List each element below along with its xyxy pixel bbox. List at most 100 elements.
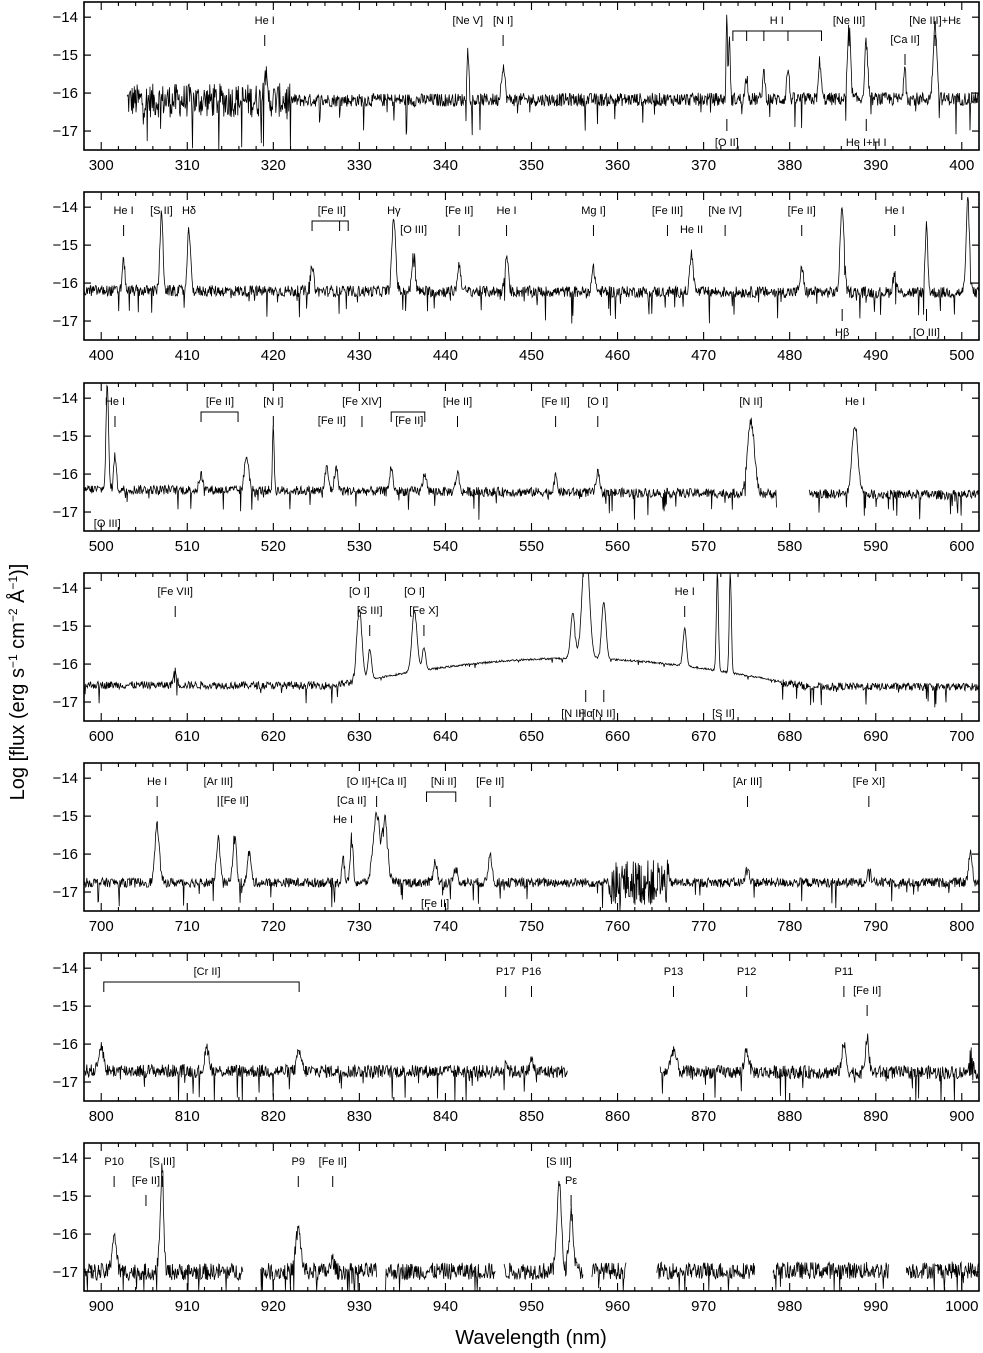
line-id-label: [Ca II] — [890, 34, 919, 46]
line-id-label: [S III] — [357, 605, 383, 617]
line-id-label: [Ar III] — [733, 776, 762, 788]
line-id-label: P16 — [522, 966, 542, 978]
line-id-label: He I+H I — [846, 137, 887, 149]
line-id-label: P11 — [835, 966, 854, 978]
line-id-label: [Ar III] — [204, 776, 233, 788]
line-id-label: [Fe II] — [476, 776, 504, 788]
x-tick-label: 890 — [863, 1108, 888, 1125]
y-tick-label: −17 — [53, 313, 78, 330]
x-tick-label: 750 — [519, 918, 544, 935]
line-id-label: He I — [885, 205, 905, 217]
x-tick-label: 390 — [863, 157, 888, 174]
x-tick-label: 410 — [175, 347, 200, 364]
x-tick-label: 360 — [605, 157, 630, 174]
line-id-label: [O III] — [94, 518, 121, 530]
line-id-label: P9 — [292, 1156, 305, 1168]
line-id-label: Hβ — [835, 327, 849, 339]
x-tick-label: 710 — [175, 918, 200, 935]
line-id-label: [Fe XIV] — [342, 396, 382, 408]
panel-6: −14 −15 −16 −17 800 810 820 830 840 850 860 870 880 8… — [53, 952, 980, 1125]
x-tick-label: 920 — [261, 1298, 286, 1315]
multiplet-bracket — [311, 220, 349, 231]
line-id-label: [O I] — [587, 396, 608, 408]
spectrum-trace — [83, 197, 980, 324]
x-tick-label: 720 — [261, 918, 286, 935]
line-id-label: He I — [113, 205, 133, 217]
x-tick-label: 760 — [605, 918, 630, 935]
y-tick-label: −17 — [53, 884, 78, 901]
y-tick-label: −16 — [53, 656, 78, 673]
y-tick-label: −14 — [53, 960, 78, 977]
x-tick-label: 560 — [605, 538, 630, 555]
x-tick-label: 880 — [777, 1108, 802, 1125]
x-tick-label: 490 — [863, 347, 888, 364]
multiplet-bracket — [390, 411, 426, 422]
multiplet-bracket — [200, 411, 239, 422]
x-tick-label: 950 — [519, 1298, 544, 1315]
x-tick-label: 1000 — [945, 1298, 978, 1315]
y-tick-label: −15 — [53, 237, 78, 254]
line-id-label: [Fe II] — [445, 205, 473, 217]
y-axis-title: Log [flux (erg s−1 cm−2 Å−1)] — [6, 564, 29, 801]
x-tick-label: 460 — [605, 347, 630, 364]
y-tick-label: −17 — [53, 694, 78, 711]
x-tick-label: 680 — [777, 728, 802, 745]
x-tick-label: 790 — [863, 918, 888, 935]
line-id-label: He I — [147, 776, 167, 788]
y-tick-label: −17 — [53, 1074, 78, 1091]
x-tick-label: 810 — [175, 1108, 200, 1125]
x-tick-label: 830 — [347, 1108, 372, 1125]
line-id-label: [Fe II] — [788, 205, 816, 217]
panel-frame — [83, 572, 980, 722]
panel-4: −14 −15 −16 −17 600 610 620 630 640 650 660 670 680 6… — [53, 572, 980, 745]
line-id-label: [O III] — [400, 224, 427, 236]
x-tick-label: 870 — [691, 1108, 716, 1125]
line-id-label: Hγ — [387, 205, 401, 217]
x-tick-label: 420 — [261, 347, 286, 364]
line-id-label: Hδ — [182, 205, 196, 217]
line-id-label: P13 — [664, 966, 684, 978]
x-tick-label: 480 — [777, 347, 802, 364]
x-tick-label: 570 — [691, 538, 716, 555]
x-tick-label: 980 — [777, 1298, 802, 1315]
x-tick-label: 990 — [863, 1298, 888, 1315]
panel-2: −14 −15 −16 −17 400 410 420 430 440 450 460 470 480 4… — [53, 191, 980, 364]
line-id-label: [Fe II] — [318, 415, 346, 427]
line-id-label: [Fe XI] — [853, 776, 885, 788]
line-id-label: [Cr II] — [194, 966, 221, 978]
x-tick-label: 600 — [89, 728, 114, 745]
y-tick-label: −14 — [53, 390, 78, 407]
x-tick-label: 910 — [175, 1298, 200, 1315]
x-tick-label: 400 — [89, 347, 114, 364]
line-id-label: [N II] — [739, 396, 762, 408]
line-id-label: Pε — [565, 1175, 577, 1187]
line-id-label: [Fe X] — [409, 605, 438, 617]
x-tick-label: 550 — [519, 538, 544, 555]
x-tick-label: 650 — [519, 728, 544, 745]
x-tick-label: 660 — [605, 728, 630, 745]
spectrum-trace — [83, 811, 979, 912]
x-tick-label: 500 — [89, 538, 114, 555]
x-tick-label: 900 — [949, 1108, 974, 1125]
x-tick-label: 440 — [433, 347, 458, 364]
line-id-label: He I — [496, 205, 516, 217]
y-tick-label: −14 — [53, 1150, 78, 1167]
x-tick-label: 470 — [691, 347, 716, 364]
x-axis-title: Wavelength (nm) — [455, 1327, 607, 1349]
x-tick-label: 430 — [347, 347, 372, 364]
x-tick-label: 330 — [347, 157, 372, 174]
line-id-label: [Fe II] — [395, 415, 423, 427]
panel-1: −14 −15 −16 −17 300 310 320 330 340 350 360 370 380 3… — [53, 1, 980, 174]
multiplet-bracket — [732, 30, 823, 41]
y-tick-label: −15 — [53, 428, 78, 445]
multiplet-bracket — [103, 981, 300, 992]
line-id-label: [S II] — [150, 205, 173, 217]
x-tick-label: 770 — [691, 918, 716, 935]
line-id-label: [Ni II] — [431, 776, 457, 788]
line-id-label: [Ne IV] — [708, 205, 742, 217]
line-id-label: P10 — [104, 1156, 124, 1168]
spectrum-panels: −14 −15 −16 −17 300 310 320 330 340 350 360 370 380 3… — [53, 1, 980, 1315]
x-tick-label: 310 — [175, 157, 200, 174]
line-id-label: [O II] — [715, 137, 739, 149]
y-tick-label: −14 — [53, 580, 78, 597]
